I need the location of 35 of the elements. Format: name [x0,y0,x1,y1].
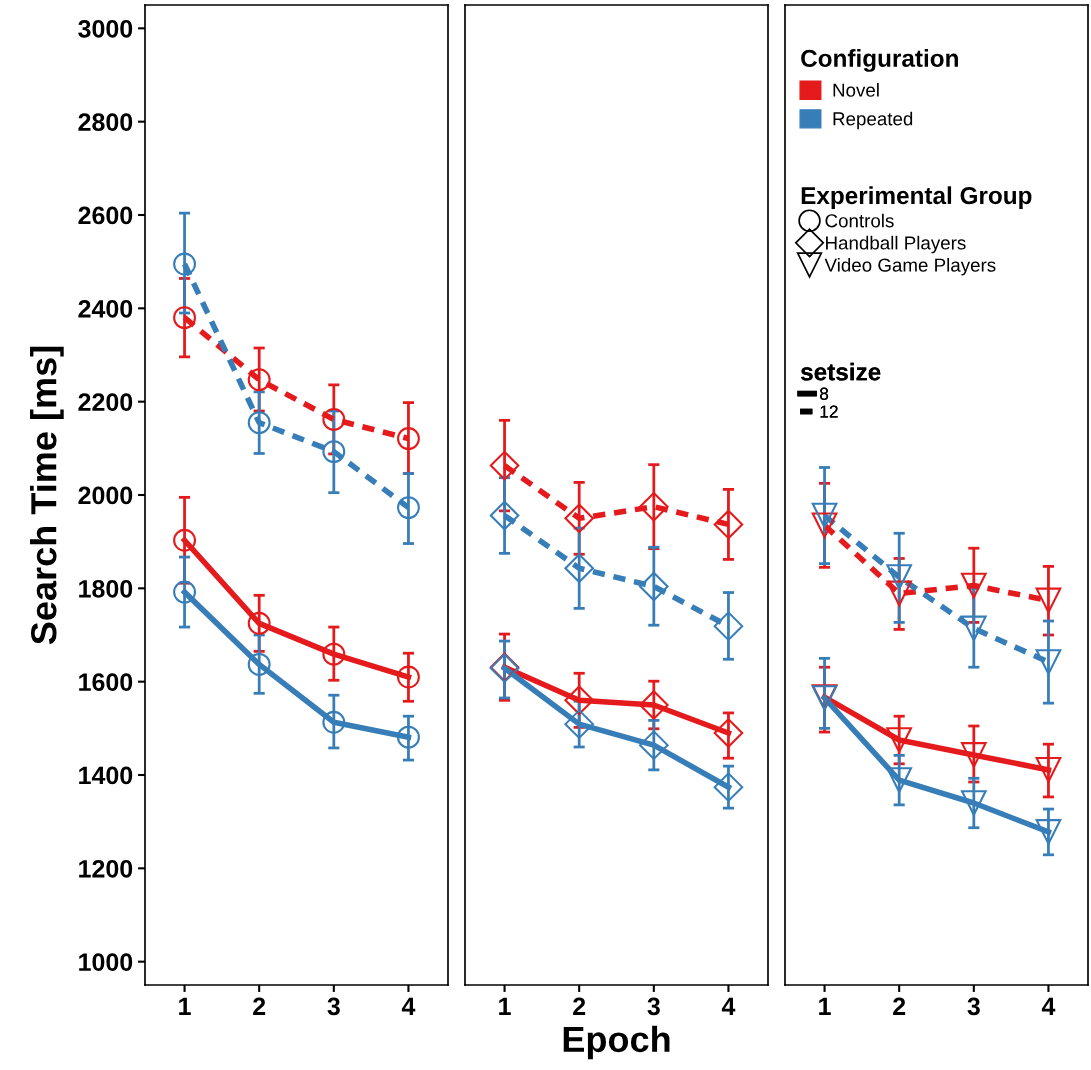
x-tick-label: 3 [967,997,980,1016]
annotation: Handball Players [826,235,966,254]
y-tick-label: 1800 [79,579,133,598]
y-tick-label: 2400 [78,299,133,318]
annotation: Controls [825,213,894,228]
annotation: Experimental Group [801,186,1032,209]
y-tick-label: 3000 [78,19,133,38]
annotation: Video Game Players [824,257,996,276]
x-tick-label: 1 [499,997,511,1015]
x-tick-label: 2 [893,997,906,1015]
x-tick-label: 2 [573,997,586,1015]
x-axis-title: Epoch [563,1025,670,1060]
legend-title: Configuration [801,49,958,72]
x-tick-label: 2 [253,997,266,1015]
x-tick-label: 3 [327,997,340,1016]
annotation: setsize [801,362,881,381]
x-tick-label: 1 [819,997,831,1015]
x-tick-label: 4 [1041,997,1056,1015]
x-tick-label: 3 [647,997,660,1016]
y-tick-label: 2600 [78,206,133,225]
y-tick-label: 2800 [78,113,133,131]
y-tick-label: 1000 [79,953,133,971]
x-tick-label: 4 [401,997,416,1015]
y-axis-title: Search Time [ms] [30,346,64,645]
legend-label: Repeated [833,111,913,130]
y-tick-label: 2000 [78,486,133,505]
x-tick-label: 1 [179,997,191,1015]
y-tick-label: 1200 [79,859,133,878]
x-tick-label: 4 [721,997,736,1015]
y-tick-label: 1600 [79,673,133,691]
y-tick-label: 2200 [78,393,133,411]
annotation: 8 [820,387,829,400]
legend-label: Novel [833,83,879,97]
annotation: 12 [820,405,838,418]
y-tick-label: 1400 [79,766,133,785]
